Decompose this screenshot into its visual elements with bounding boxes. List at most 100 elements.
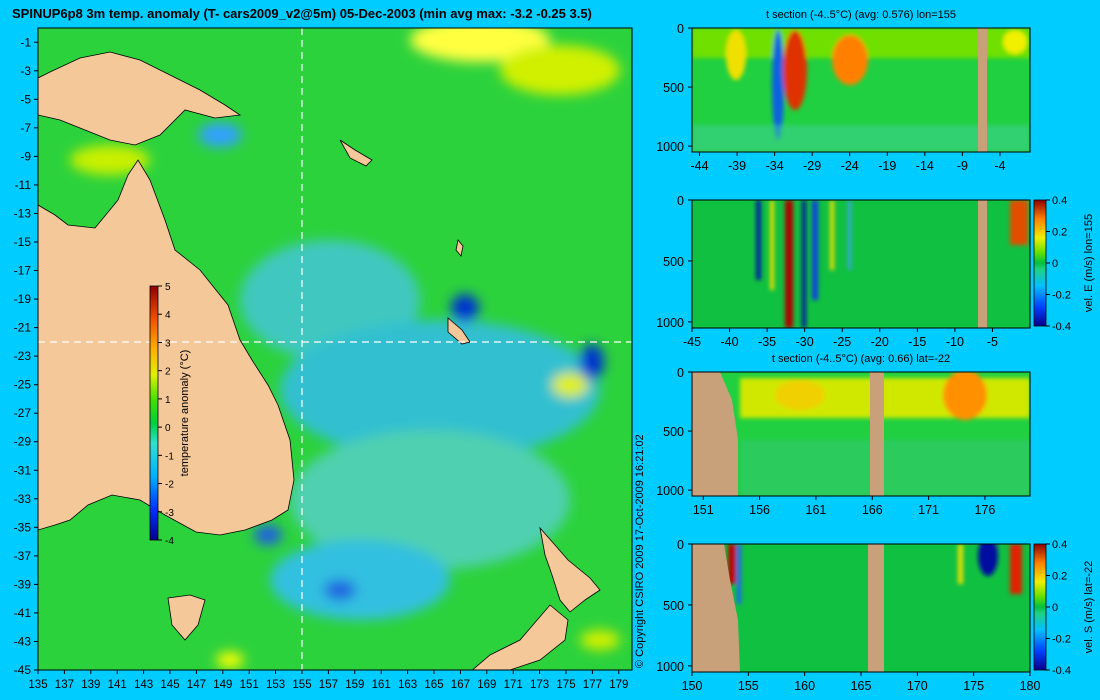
section-x-tick-label: -5 bbox=[987, 335, 998, 349]
topography-mask bbox=[692, 544, 740, 672]
map-y-tick-label: -27 bbox=[14, 406, 32, 420]
vel-colorbar-tick-label: 0.2 bbox=[1052, 571, 1067, 583]
colorbar-ticks: 5 4 3 2 1 0 -1 -2 -3 -4 bbox=[158, 282, 174, 547]
panel-0-plot bbox=[692, 28, 1030, 152]
map-y-tick-label: -1 bbox=[20, 35, 31, 49]
map-y-tick-label: -9 bbox=[20, 149, 31, 163]
map-x-tick-label: 155 bbox=[292, 679, 311, 691]
cold-anomaly bbox=[451, 294, 479, 322]
section-x-tick-label: 165 bbox=[851, 679, 872, 693]
warm-core bbox=[775, 380, 825, 410]
northward-jet bbox=[978, 544, 998, 576]
section-y-tick-label: 1000 bbox=[656, 484, 684, 498]
new-zealand-south bbox=[471, 604, 569, 670]
panel-1-colorbar-label: vel. E (m/s) lon=155 bbox=[1083, 214, 1095, 312]
section-x-tick-label: -29 bbox=[803, 159, 821, 173]
australia bbox=[38, 159, 295, 536]
westward-jet bbox=[802, 200, 806, 328]
panel-3-y-ticks: 0 500 1000 bbox=[656, 538, 692, 674]
land bbox=[38, 51, 601, 670]
map-y-tick-label: -3 bbox=[20, 64, 31, 78]
map-frame bbox=[37, 27, 633, 671]
map-y-tick-label: -45 bbox=[14, 663, 32, 677]
panel-1-colorbar: 0.4 0.2 0 -0.2 -0.4 vel. E (m/s) lon=155 bbox=[1033, 195, 1095, 333]
panel-3-x-ticks: 150 155 160 165 170 175 180 bbox=[682, 672, 1041, 693]
map-x-tick-label: 143 bbox=[134, 679, 153, 691]
colorbar-gradient bbox=[149, 285, 159, 541]
eastward-jet bbox=[785, 200, 793, 328]
section-x-tick-label: 180 bbox=[1020, 679, 1041, 693]
southward-jet bbox=[958, 544, 963, 584]
panel-3-plot bbox=[692, 544, 1030, 672]
map-x-tick-label: 149 bbox=[213, 679, 232, 691]
section-x-tick-label: -24 bbox=[841, 159, 859, 173]
cold-anomaly bbox=[254, 525, 282, 545]
section-x-tick-label: -4 bbox=[994, 159, 1005, 173]
vel-colorbar-tick-label: -0.4 bbox=[1052, 665, 1071, 677]
vel-colorbar-tick-label: -0.2 bbox=[1052, 290, 1071, 302]
panel-3-colorbar-label: vel. S (m/s) lat=-22 bbox=[1083, 561, 1095, 654]
warm-anomaly bbox=[552, 373, 588, 397]
topography-mask bbox=[870, 372, 884, 496]
warm-anomaly bbox=[500, 45, 620, 95]
map-y-ticks: -1 -3 -5 -7 -9 -11 -13 -15 -17 -19 -21 -23 -25 -27 -29… bbox=[14, 35, 38, 677]
map-y-tick-label: -39 bbox=[14, 577, 32, 591]
map-x-tick-label: 171 bbox=[504, 679, 523, 691]
section-y-tick-label: 1000 bbox=[656, 660, 684, 674]
map-x-tick-label: 139 bbox=[81, 679, 100, 691]
eastward-jet bbox=[1010, 200, 1028, 245]
map-x-ticks: 135 137 139 141 143 145 147 149 151 153 155 157 159 1… bbox=[28, 670, 628, 691]
map-y-tick-label: -23 bbox=[14, 349, 32, 363]
map-x-tick-label: 163 bbox=[398, 679, 417, 691]
section-x-tick-label: -45 bbox=[683, 335, 701, 349]
map-plot-area bbox=[38, 28, 632, 670]
map-x-tick-label: 179 bbox=[609, 679, 628, 691]
section-y-tick-label: 1000 bbox=[656, 316, 684, 330]
deep-cool-layer bbox=[740, 440, 1030, 496]
map-y-tick-label: -19 bbox=[14, 292, 32, 306]
map-x-tick-label: 159 bbox=[345, 679, 364, 691]
westward-jet bbox=[812, 200, 818, 300]
vel-colorbar-tick-label: -0.2 bbox=[1052, 634, 1071, 646]
tasmania bbox=[167, 594, 206, 641]
anomaly-patches bbox=[70, 28, 620, 668]
cool-anomaly bbox=[290, 430, 570, 570]
section-x-tick-label: -14 bbox=[916, 159, 934, 173]
section-x-tick-label: -25 bbox=[833, 335, 851, 349]
section-x-tick-label: -9 bbox=[957, 159, 968, 173]
section-x-tick-label: 155 bbox=[738, 679, 759, 693]
map-y-tick-label: -31 bbox=[14, 463, 32, 477]
westward-jet bbox=[756, 200, 761, 280]
map-colorbar: 5 4 3 2 1 0 -1 -2 -3 -4 temperature anomaly (°C) bbox=[149, 282, 191, 547]
cool-stripe bbox=[772, 30, 784, 140]
section-y-tick-label: 0 bbox=[677, 366, 684, 380]
colorbar-tick-label: 5 bbox=[165, 282, 171, 293]
panel-1-x-ticks: -45 -40 -35 -30 -25 -20 -15 -10 -5 bbox=[683, 328, 998, 349]
map-y-tick-label: -5 bbox=[20, 92, 31, 106]
section-x-tick-label: -34 bbox=[766, 159, 784, 173]
eastward-jet bbox=[830, 200, 834, 270]
map-x-tick-label: 135 bbox=[28, 679, 47, 691]
colorbar-tick-label: -4 bbox=[165, 536, 174, 547]
cool-anomaly bbox=[280, 320, 600, 460]
map-title: SPINUP6p8 3m temp. anomaly (T- cars2009_… bbox=[12, 6, 592, 21]
panel-3-colorbar: 0.4 0.2 0 -0.2 -0.4 vel. S (m/s) lat=-22 bbox=[1033, 539, 1095, 677]
panel-1-y-ticks: 0 500 1000 bbox=[656, 194, 692, 330]
vanuatu bbox=[455, 239, 464, 257]
map-y-tick-label: -25 bbox=[14, 378, 32, 392]
section-x-tick-label: 151 bbox=[693, 503, 714, 517]
copyright-text: © Copyright CSIRO 2009 17-Oct-2009 16:21… bbox=[634, 434, 646, 668]
panel-0-y-ticks: 0 500 1000 bbox=[656, 22, 692, 154]
map-x-tick-label: 167 bbox=[451, 679, 470, 691]
vel-colorbar-tick-label: 0 bbox=[1052, 258, 1058, 270]
cold-anomaly bbox=[324, 580, 356, 600]
colorbar-tick-label: 3 bbox=[165, 338, 171, 349]
vel-colorbar-tick-label: 0.2 bbox=[1052, 227, 1067, 239]
map-y-tick-label: -41 bbox=[14, 606, 32, 620]
warm-anomaly bbox=[216, 652, 244, 668]
vel-colorbar-tick-label: -0.4 bbox=[1052, 321, 1071, 333]
map-x-tick-label: 151 bbox=[240, 679, 259, 691]
solomon-islands bbox=[339, 139, 373, 167]
section-y-tick-label: 500 bbox=[663, 255, 684, 269]
